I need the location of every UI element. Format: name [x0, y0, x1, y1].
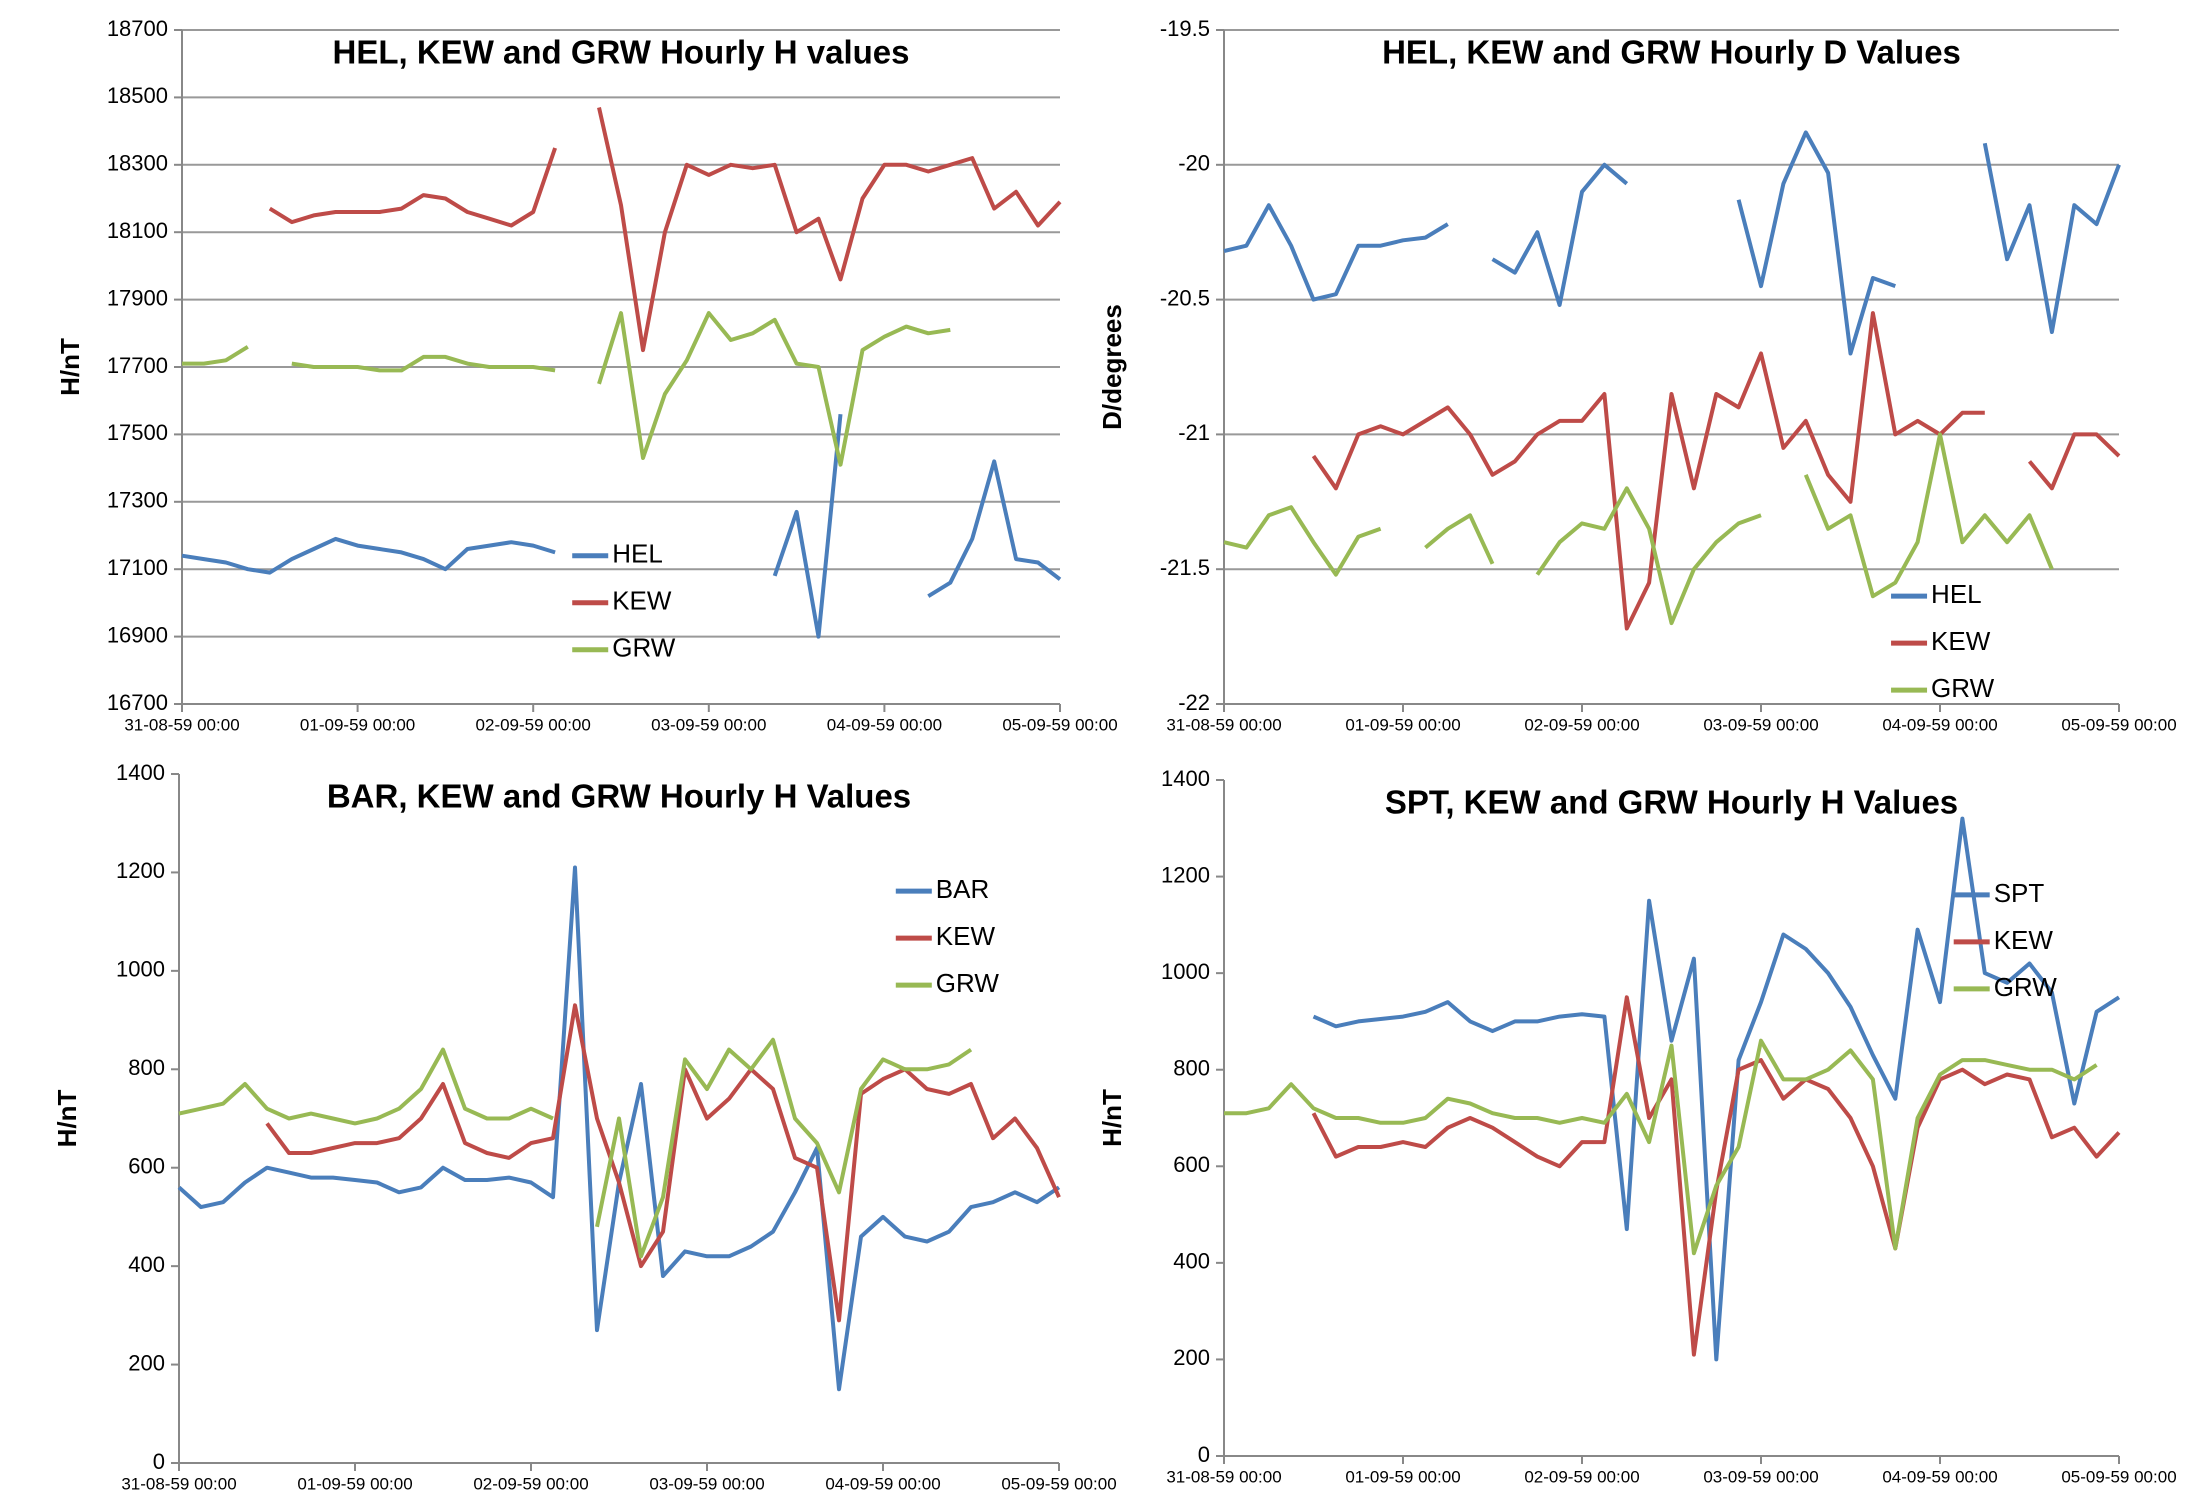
series-line — [268, 107, 1062, 353]
x-tick-label: 04-09-59 00:00 — [1882, 1467, 1997, 1486]
legend-label: KEW — [1931, 626, 1991, 656]
y-tick-label: -21.5 — [1160, 555, 1210, 580]
y-tick-label: 16900 — [107, 622, 168, 647]
x-tick-label: 01-09-59 00:00 — [1345, 715, 1460, 734]
legend-label: SPT — [1994, 878, 2045, 908]
y-axis-label: H/nT — [55, 338, 85, 396]
series-line — [1312, 816, 2121, 1362]
x-tick-label: 05-09-59 00:00 — [1002, 715, 1117, 734]
x-tick-label: 05-09-59 00:00 — [2061, 715, 2176, 734]
x-tick-label: 31-08-59 00:00 — [1166, 715, 1281, 734]
x-tick-label: 02-09-59 00:00 — [1524, 1467, 1639, 1486]
y-tick-label: 200 — [1173, 1345, 1210, 1370]
x-tick-label: 03-09-59 00:00 — [1703, 715, 1818, 734]
y-tick-label: 18300 — [107, 151, 168, 176]
legend-label: GRW — [1994, 972, 2058, 1002]
legend-label: KEW — [936, 921, 996, 951]
x-tick-label: 02-09-59 00:00 — [473, 1474, 588, 1490]
x-tick-label: 02-09-59 00:00 — [476, 715, 591, 734]
x-tick-label: 31-08-59 00:00 — [121, 1474, 236, 1490]
y-tick-label: 17100 — [107, 555, 168, 580]
y-tick-label: 400 — [128, 1252, 165, 1277]
y-tick-label: 1000 — [1161, 959, 1210, 984]
series-line — [265, 1003, 1061, 1323]
legend-label: KEW — [1994, 925, 2054, 955]
y-tick-label: 1000 — [116, 957, 165, 982]
series-line — [181, 414, 1062, 639]
y-tick-label: 17500 — [107, 420, 168, 445]
y-axis-label: D/degrees — [1097, 304, 1127, 430]
x-tick-label: 01-09-59 00:00 — [297, 1474, 412, 1490]
y-tick-label: 1400 — [116, 760, 165, 785]
x-tick-label: 04-09-59 00:00 — [827, 715, 942, 734]
y-tick-label: 800 — [1173, 1056, 1210, 1081]
y-tick-label: 1200 — [116, 858, 165, 883]
chart-panel: 0 200 400 600 800 1000 1200 1400 31-08-59 00:00 0… — [52, 760, 1117, 1490]
legend-label: BAR — [936, 874, 989, 904]
y-tick-label: 600 — [1173, 1152, 1210, 1177]
y-tick-label: 18700 — [107, 16, 168, 41]
chart-panel: -22 -21.5 -21 -20.5 -20 -19.5 31-08-59 00:00 01… — [1097, 16, 2177, 735]
y-tick-label: -19.5 — [1160, 16, 1210, 41]
x-tick-label: 02-09-59 00:00 — [1524, 715, 1639, 734]
x-tick-label: 05-09-59 00:00 — [1001, 1474, 1116, 1490]
chart-title: HEL, KEW and GRW Hourly D Values — [1382, 34, 1961, 71]
y-tick-label: 17700 — [107, 353, 168, 378]
legend-label: HEL — [612, 539, 663, 569]
y-tick-label: 1400 — [1161, 766, 1210, 791]
x-tick-label: 04-09-59 00:00 — [1882, 715, 1997, 734]
x-tick-label: 01-09-59 00:00 — [1345, 1467, 1460, 1486]
series-line — [1311, 995, 2121, 1357]
chart-title: SPT, KEW and GRW Hourly H Values — [1385, 784, 1958, 821]
y-tick-label: -20.5 — [1160, 285, 1210, 310]
series-line — [1223, 130, 2121, 356]
x-tick-label: 03-09-59 00:00 — [1703, 1467, 1818, 1486]
y-tick-label: 17300 — [107, 488, 168, 513]
legend-label: GRW — [612, 633, 676, 663]
legend-label: KEW — [612, 586, 672, 616]
legend-label: HEL — [1931, 579, 1982, 609]
x-tick-label: 04-09-59 00:00 — [825, 1474, 940, 1490]
chart-title: BAR, KEW and GRW Hourly H Values — [327, 778, 911, 815]
y-tick-label: 0 — [153, 1449, 165, 1474]
x-tick-label: 05-09-59 00:00 — [2061, 1467, 2176, 1486]
legend-label: GRW — [1931, 673, 1995, 703]
y-tick-label: 16700 — [107, 690, 168, 715]
x-tick-label: 31-08-59 00:00 — [124, 715, 239, 734]
x-tick-label: 31-08-59 00:00 — [1166, 1467, 1281, 1486]
y-tick-label: 1200 — [1161, 862, 1210, 887]
series-line — [182, 311, 951, 467]
chart-title: HEL, KEW and GRW Hourly H values — [333, 34, 910, 71]
series-line — [1311, 311, 2121, 631]
y-axis-label: H/nT — [1097, 1089, 1127, 1147]
legend-label: GRW — [936, 968, 1000, 998]
chart-panel: 16700 16900 17100 17300 17500 17700 17900 18100… — [55, 16, 1118, 735]
x-tick-label: 01-09-59 00:00 — [300, 715, 415, 734]
y-tick-label: 17900 — [107, 285, 168, 310]
y-tick-label: 18500 — [107, 83, 168, 108]
y-tick-label: 0 — [1198, 1442, 1210, 1467]
chart-panel: 0 200 400 600 800 1000 1200 1400 31-08-59 00:00 0… — [1097, 766, 2177, 1487]
y-axis-label: H/nT — [52, 1090, 82, 1148]
y-tick-label: -22 — [1178, 690, 1210, 715]
y-tick-label: 600 — [128, 1154, 165, 1179]
series-line — [1224, 1038, 2098, 1256]
series-line — [1223, 432, 2054, 626]
y-tick-label: 200 — [128, 1350, 165, 1375]
y-tick-label: 18100 — [107, 218, 168, 243]
x-tick-label: 03-09-59 00:00 — [651, 715, 766, 734]
series-line — [178, 1037, 973, 1259]
x-tick-label: 03-09-59 00:00 — [649, 1474, 764, 1490]
y-tick-label: -21 — [1178, 420, 1210, 445]
y-tick-label: 800 — [128, 1055, 165, 1080]
y-tick-label: -20 — [1178, 151, 1210, 176]
y-tick-label: 400 — [1173, 1249, 1210, 1274]
